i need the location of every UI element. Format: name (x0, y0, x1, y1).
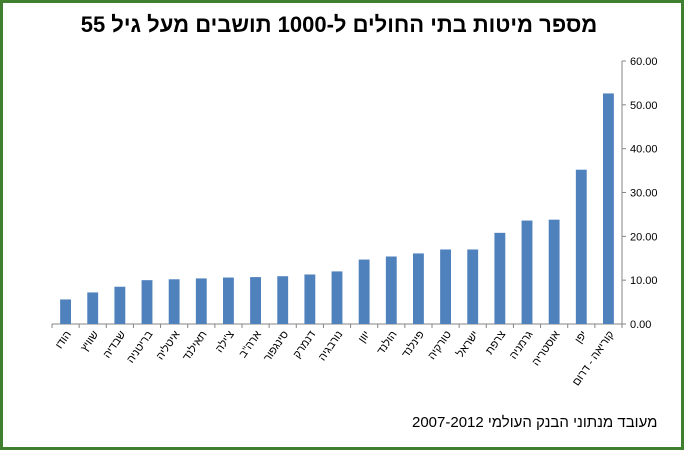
x-tick-label: צרפת (484, 329, 509, 357)
bar (467, 249, 479, 324)
bar (385, 256, 397, 324)
x-tick-label: גרמניה (507, 329, 535, 362)
bar (575, 169, 587, 324)
bar (87, 292, 99, 324)
bar (250, 277, 261, 324)
y-tick-label: 60.00 (630, 56, 658, 68)
y-tick-label: 20.00 (630, 231, 658, 243)
x-tick-label: שבדיה (101, 329, 128, 361)
bar (358, 259, 370, 324)
bar (413, 253, 424, 324)
x-tick-label: יוון (356, 329, 372, 345)
bar (548, 219, 560, 324)
x-tick-label: יפן (573, 329, 590, 346)
x-tick-label: פינלנד (399, 328, 427, 360)
y-tick-label: 50.00 (630, 100, 658, 112)
y-tick-label: 0.00 (630, 319, 651, 331)
x-tick-label: צ'ילה (213, 328, 237, 355)
x-tick-label: הודו (53, 329, 74, 351)
bar (440, 249, 451, 324)
x-tick-label: איטליה (153, 328, 182, 362)
bar (60, 299, 71, 324)
bar (277, 276, 289, 324)
bars (60, 93, 614, 324)
y-tick-label: 10.00 (630, 275, 658, 287)
x-tick-label: נורבגיה (316, 329, 345, 363)
x-tick-label: שוויץ (79, 329, 102, 354)
bar (494, 232, 506, 324)
x-tick-label: ארה"ב (237, 329, 264, 360)
y-tick-label: 30.00 (630, 188, 658, 200)
bar (304, 274, 316, 324)
x-tick-label: אוסטריה (530, 329, 563, 368)
bar (141, 280, 153, 324)
bar (603, 93, 614, 324)
bar (521, 220, 533, 324)
x-tick-label: דנמרק (291, 329, 318, 361)
y-tick-label: 40.00 (630, 144, 658, 156)
bar (195, 278, 207, 324)
bar (331, 271, 343, 324)
bar (168, 279, 180, 324)
bar (223, 277, 234, 324)
x-tick-label: ישראל (454, 328, 481, 359)
x-tick-label: סינגפור (262, 329, 292, 364)
x-tick-label: הולנד (374, 328, 400, 357)
x-tick-label: תאילנד (180, 328, 210, 363)
chart-title: מספר מיטות בתי החולים ל-1000 תושבים מעל … (80, 12, 598, 37)
x-tick-label: בריטניה (125, 328, 156, 365)
chart-footer: מעובד מנתוני הבנק העולמי 2007-2012 (412, 414, 658, 431)
bar (114, 286, 126, 324)
x-tick-label: טורקיה (426, 329, 454, 362)
